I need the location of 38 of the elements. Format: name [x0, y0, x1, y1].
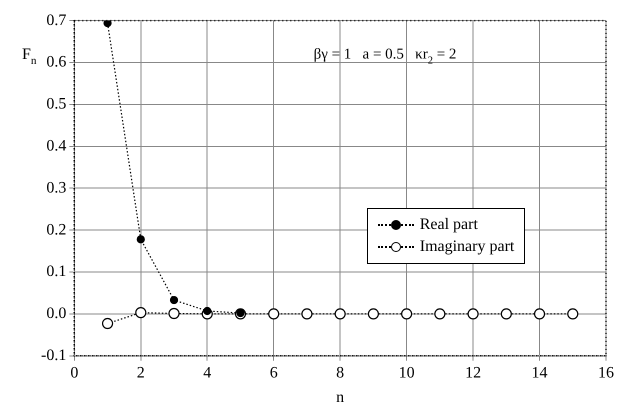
y-tick-label: 0.4	[46, 138, 66, 155]
x-tick-label: 10	[398, 364, 415, 382]
y-tick-label: 0.2	[46, 221, 66, 238]
legend-label: Real part	[420, 216, 478, 234]
point	[500, 308, 512, 320]
point	[203, 306, 212, 316]
point	[170, 296, 178, 304]
point	[467, 308, 479, 320]
x-axis-title: n	[336, 389, 344, 406]
x-tick-label: 8	[336, 364, 344, 382]
point	[136, 235, 145, 244]
x-tick-label: 14	[532, 364, 548, 382]
legend-label: Imaginary part	[420, 238, 514, 256]
y-tick-label: -0.1	[41, 347, 66, 364]
point	[168, 308, 180, 320]
x-tick-label: 16	[598, 364, 614, 382]
x-tick-label: 0	[70, 364, 78, 382]
point	[368, 308, 379, 320]
point	[102, 318, 114, 330]
point	[334, 308, 346, 320]
x-tick-label: 6	[270, 364, 278, 382]
point	[301, 308, 313, 320]
point	[268, 308, 280, 320]
y-tick-label: 0.6	[46, 54, 66, 71]
x-tick-label: 2	[136, 364, 145, 382]
y-tick-label: 0.0	[46, 305, 66, 322]
y-tick-label: 0.1	[46, 263, 66, 280]
x-tick-label: 4	[203, 364, 212, 382]
point	[434, 308, 446, 320]
point	[534, 308, 546, 320]
point	[135, 307, 146, 318]
x-tick-label: 12	[465, 364, 482, 382]
point	[401, 308, 412, 320]
y-tick-label: 0.3	[46, 179, 66, 196]
point	[103, 20, 112, 28]
y-tick-label: 0.5	[46, 96, 66, 113]
y-tick-label: 0.7	[46, 12, 66, 29]
point	[567, 308, 578, 320]
